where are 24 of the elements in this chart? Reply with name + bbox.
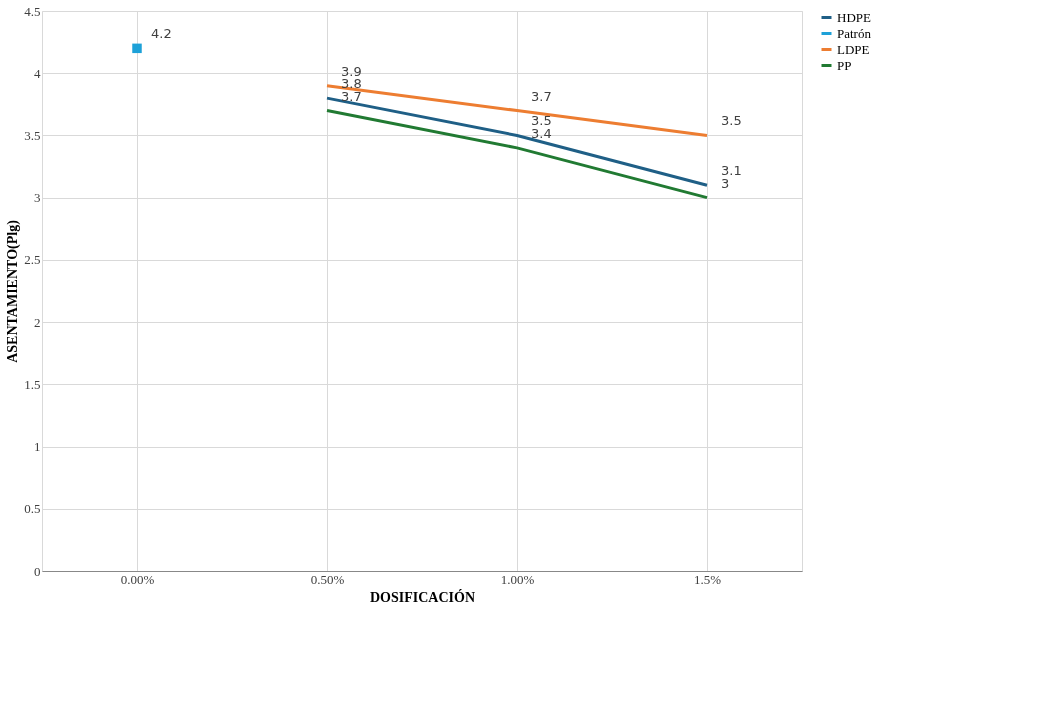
legend-label: PP <box>837 57 852 73</box>
data-label: 4.2 <box>151 26 172 42</box>
y-tick-label: 2.5 <box>24 252 41 268</box>
x-tick-label: 0.00% <box>120 571 155 587</box>
data-label: 3.5 <box>721 113 742 129</box>
y-tick-label: 3.5 <box>24 127 41 143</box>
y-tick-label: 2 <box>34 314 41 330</box>
y-tick-label: 3 <box>34 190 41 206</box>
y-tick-label: 1.5 <box>24 376 41 392</box>
y-tick-label: 4 <box>34 65 41 81</box>
y-tick-label: 0 <box>34 563 41 579</box>
legend-label: LDPE <box>837 41 870 57</box>
data-label: 3.9 <box>341 63 362 79</box>
x-tick-label: 1.5% <box>693 571 722 587</box>
legend-label: HDPE <box>837 9 872 25</box>
legend-label: Patrón <box>837 25 872 41</box>
x-tick-label: 0.50% <box>310 571 345 587</box>
x-tick-label: 1.00% <box>500 571 535 587</box>
y-tick-label: 1 <box>34 439 41 455</box>
y-tick-label: 4.5 <box>24 3 41 19</box>
data-label: 3.7 <box>531 88 552 104</box>
y-axis-title: ASENTAMIENTO(Plg) <box>5 219 22 363</box>
x-axis-title: DOSIFICACIÓN <box>369 588 476 605</box>
y-tick-label: 0.5 <box>24 501 41 517</box>
